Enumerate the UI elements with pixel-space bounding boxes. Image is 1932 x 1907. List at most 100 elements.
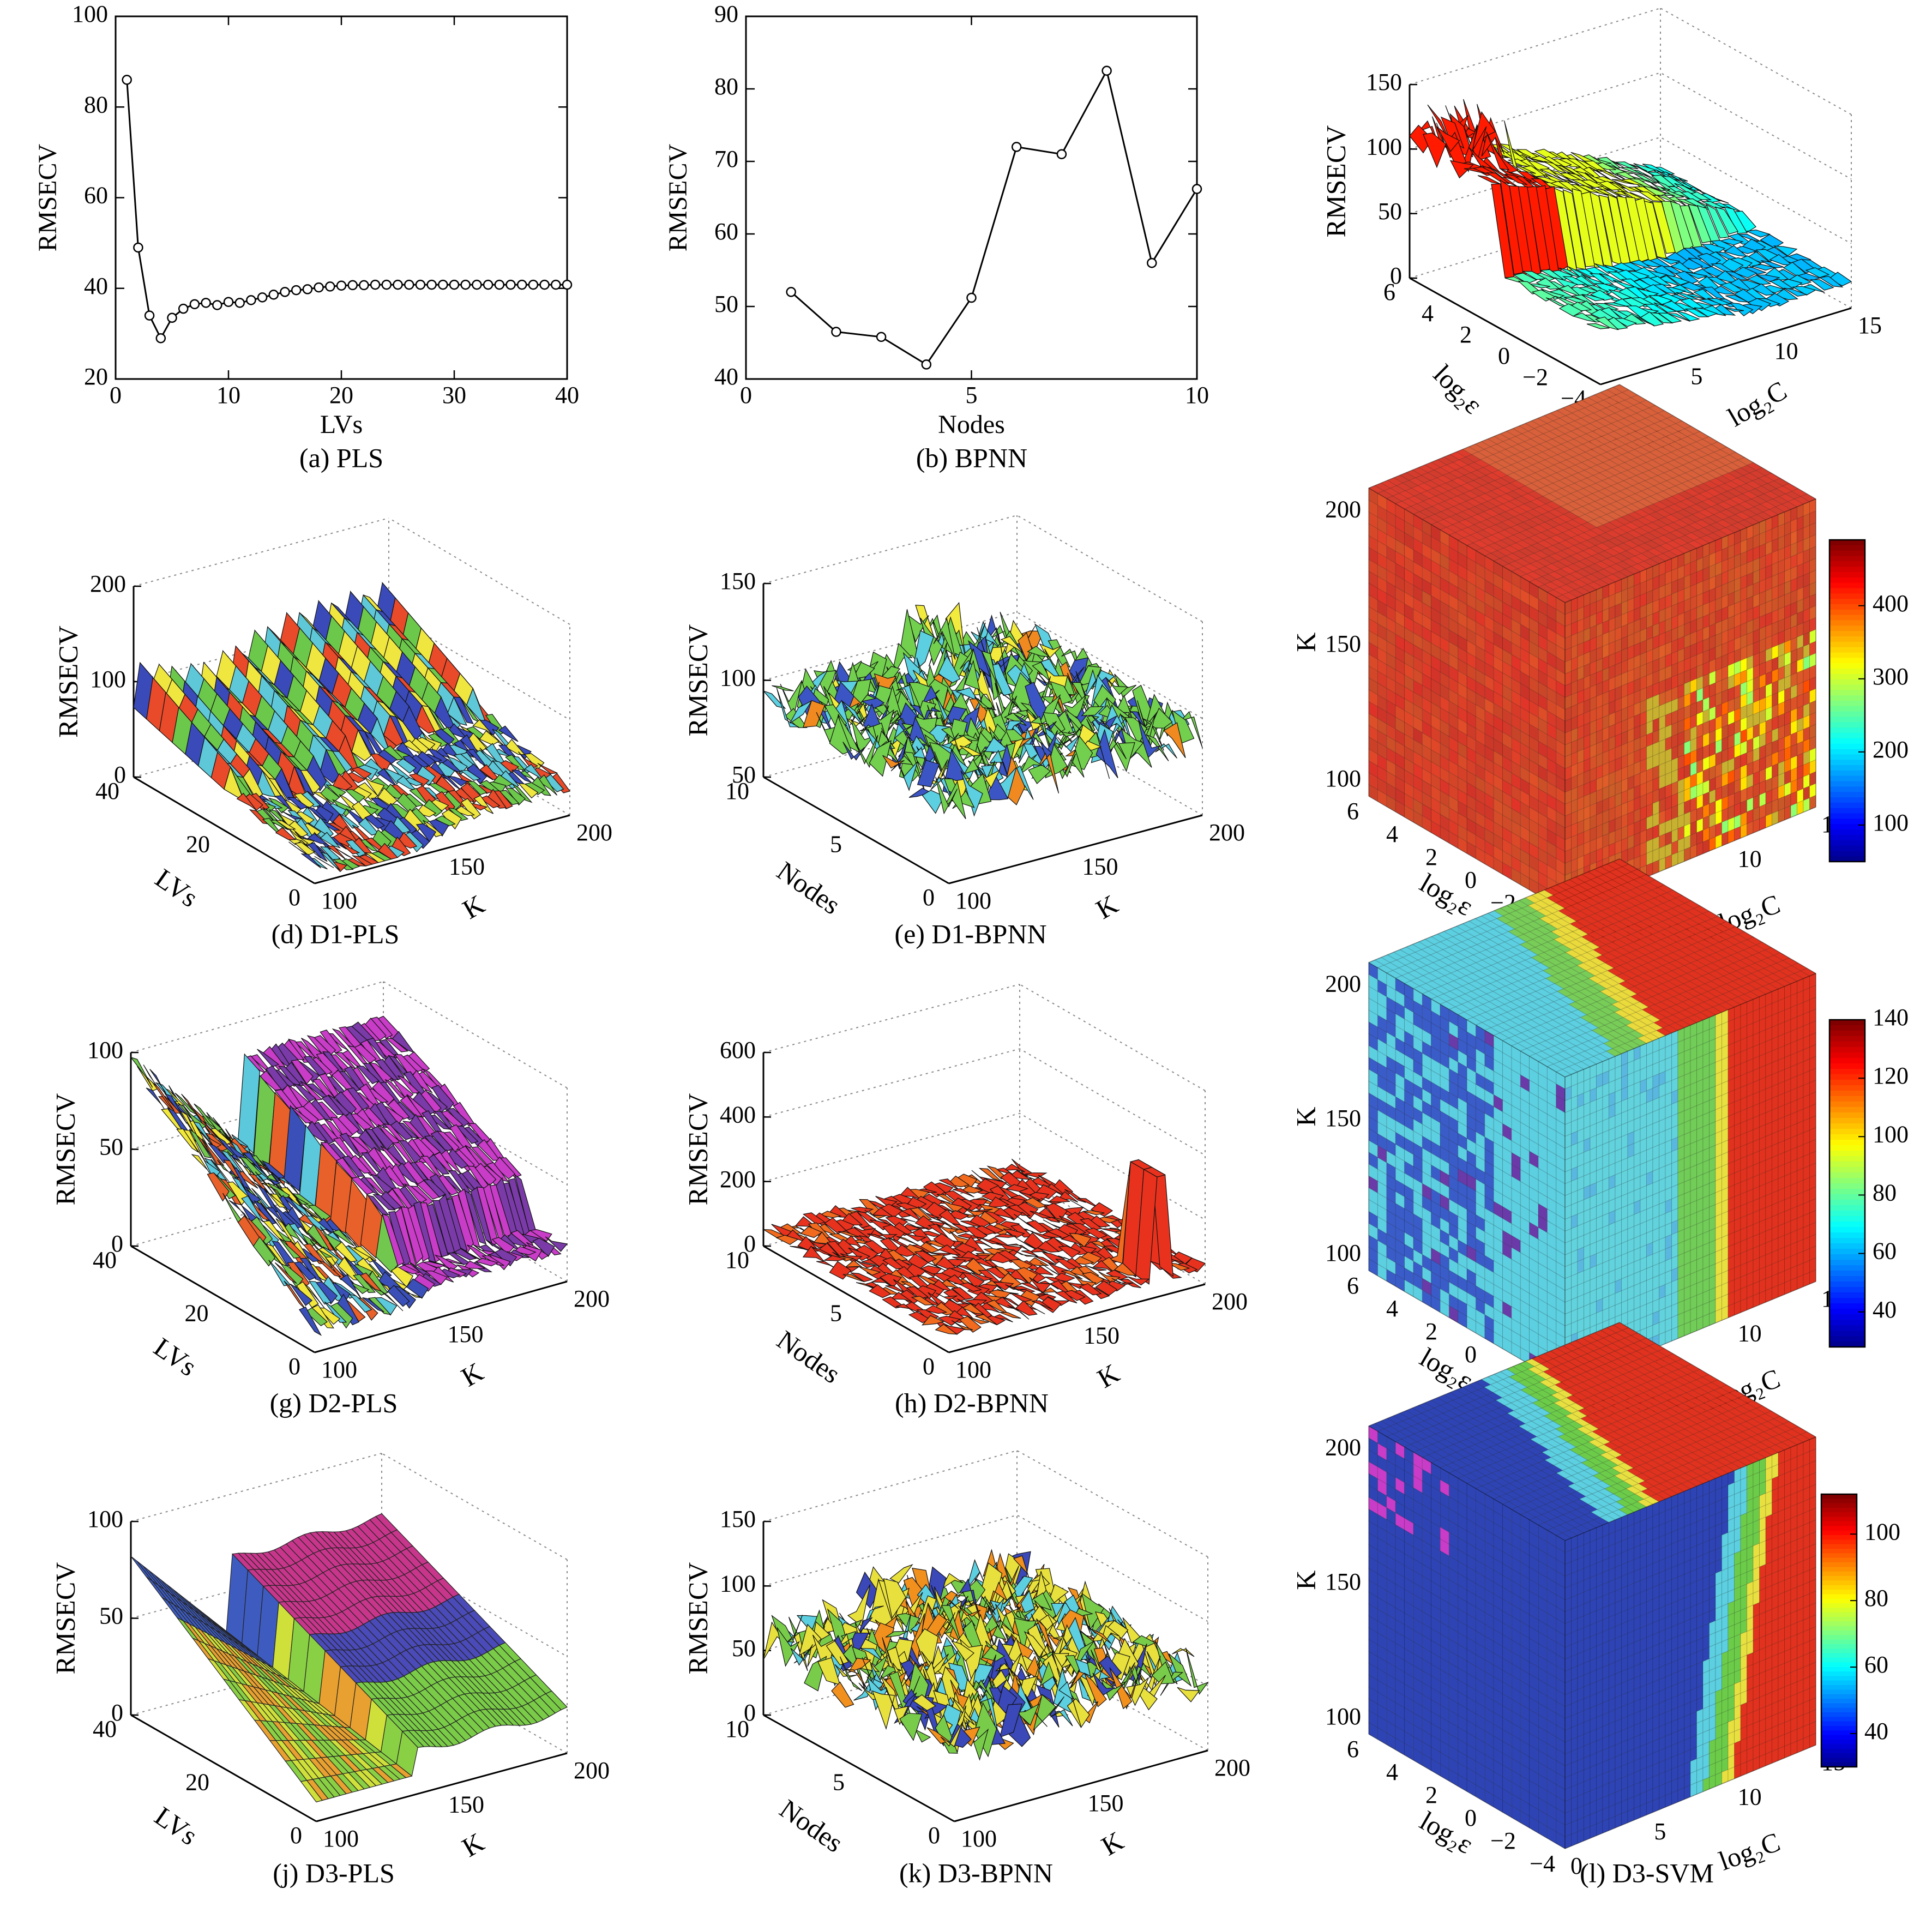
- panel-caption: (b) BPNN: [916, 442, 1027, 473]
- panel-caption: (h) D2-BPNN: [895, 1387, 1049, 1418]
- colorbar-segment: [1829, 550, 1865, 557]
- y-tick-label: 60: [714, 218, 738, 245]
- data-point: [415, 279, 426, 290]
- data-point: [831, 327, 841, 337]
- surface-patch: [1481, 117, 1505, 157]
- colorbar-segment: [1829, 797, 1865, 803]
- surface-patch: [466, 781, 487, 795]
- surface-patch: [428, 733, 449, 748]
- colorbar-segment: [1829, 851, 1865, 857]
- surface-patch: [518, 751, 539, 769]
- surface-patch: [1572, 188, 1596, 267]
- colorbar-segment: [1829, 604, 1865, 610]
- surface-patch: [1756, 274, 1780, 282]
- series-line: [126, 80, 567, 340]
- surface-patch: [856, 735, 878, 768]
- x-tick-label: 30: [442, 382, 466, 408]
- surface-patch: [1769, 279, 1794, 290]
- surface-patch: [333, 846, 353, 859]
- surface-patch: [472, 719, 493, 735]
- data-point: [1147, 257, 1157, 268]
- data-point: [167, 312, 177, 323]
- surface-patch: [1652, 201, 1676, 254]
- colorbar-segment: [1829, 765, 1865, 771]
- surface-patch: [984, 737, 1008, 753]
- z-axis-label: RMSECV: [50, 1093, 80, 1206]
- surface-patch: [882, 755, 905, 769]
- x-tick-label: 10: [1774, 338, 1798, 364]
- surface-patch: [1661, 187, 1684, 198]
- y-tick-label: 0: [923, 1353, 935, 1380]
- surface-patch: [1586, 323, 1610, 329]
- surface-patch: [1656, 169, 1679, 181]
- surface-patch: [1521, 153, 1545, 163]
- y-tick-label: 0: [1498, 342, 1510, 369]
- colorbar-segment: [1829, 652, 1865, 659]
- surface-patch: [1784, 287, 1808, 297]
- x-tick-label: 150: [1082, 853, 1118, 880]
- data-point: [370, 279, 381, 290]
- surface-patch: [294, 832, 315, 846]
- data-point: [1011, 142, 1022, 152]
- data-point: [426, 279, 437, 290]
- x-tick-label: 100: [321, 1356, 357, 1383]
- y-tick-label: 90: [714, 1, 738, 27]
- z-tick-label: 150: [1366, 69, 1402, 95]
- y-tick-label: 20: [84, 363, 108, 390]
- surface-patch: [1531, 289, 1556, 302]
- data-point: [1056, 149, 1067, 159]
- surface-patch: [1629, 260, 1653, 270]
- surface-patch: [1665, 171, 1688, 182]
- y-axis-line: [1409, 277, 1601, 386]
- data-point: [268, 290, 279, 300]
- surface-patch: [1562, 189, 1586, 270]
- surface-patch: [1701, 201, 1725, 208]
- y-tick-label: 6: [1347, 798, 1359, 825]
- y-tick-label: 0: [288, 1353, 300, 1380]
- surface-patch: [1657, 256, 1680, 265]
- colorbar-segment: [1829, 722, 1865, 728]
- colorbar-segment: [1829, 733, 1865, 739]
- z-tick-label: 200: [720, 1166, 756, 1193]
- surface-patch: [1725, 270, 1749, 280]
- surface-patch: [1707, 298, 1732, 306]
- surface-patch: [917, 760, 940, 787]
- colorbar-segment: [1829, 760, 1865, 766]
- panel-c: 0501001506420−2−4051015log₂εlog₂CRMSECV(…: [1320, 8, 1882, 454]
- surface-patch: [1725, 294, 1748, 303]
- surface-patch: [772, 685, 794, 691]
- y-tick-label: 6: [1383, 279, 1395, 305]
- data-point: [122, 75, 132, 85]
- surface-patch: [908, 787, 932, 798]
- panel-caption: (d) D1-PLS: [272, 918, 400, 949]
- x-tick-label: 0: [740, 382, 752, 408]
- surface-patch: [377, 843, 399, 860]
- data-point: [472, 279, 482, 290]
- data-point: [876, 332, 887, 342]
- z-axis-label: RMSECV: [1320, 125, 1351, 238]
- surface-patch: [460, 798, 482, 820]
- colorbar-segment: [1829, 540, 1865, 546]
- surface-patch: [803, 700, 826, 728]
- surface-patch: [1640, 311, 1664, 327]
- colorbar-tick-label: 100: [1873, 809, 1909, 836]
- data-point: [539, 279, 550, 290]
- surface-patch: [1534, 148, 1559, 159]
- surface-patch: [402, 739, 424, 753]
- surface-patch: [895, 756, 918, 791]
- colorbar-segment: [1829, 727, 1865, 733]
- data-point: [460, 279, 471, 290]
- surface-patch: [504, 738, 526, 755]
- colorbar-segment: [1829, 615, 1865, 621]
- x-tick-label: 10: [216, 382, 240, 408]
- data-point: [257, 292, 268, 303]
- surface-patch: [1633, 186, 1657, 196]
- surface-patch: [1653, 302, 1678, 313]
- surface-patch: [325, 784, 347, 798]
- data-point: [551, 279, 561, 290]
- x-tick-label: 40: [555, 382, 579, 408]
- series-line: [790, 68, 1198, 366]
- surface-patch: [300, 853, 322, 869]
- data-point: [336, 280, 347, 291]
